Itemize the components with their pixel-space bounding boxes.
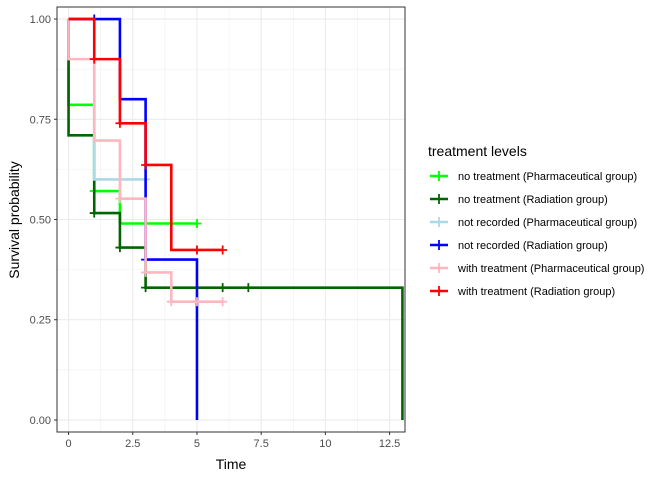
legend-item-0: no treatment (Pharmaceutical group)	[430, 171, 637, 183]
y-tick-label: 0.50	[30, 215, 51, 227]
legend-key	[430, 240, 448, 250]
survival-curve	[67, 19, 404, 420]
censor-mark	[89, 54, 99, 64]
legend-label: not recorded (Pharmaceutical group)	[458, 217, 637, 229]
series-4	[67, 19, 228, 307]
series-layer	[67, 14, 404, 420]
censor-mark	[89, 208, 99, 218]
series-5	[68, 17, 228, 255]
censor-mark	[218, 245, 228, 255]
survival-curve	[68, 17, 199, 420]
x-tick-label: 7.5	[254, 438, 269, 450]
censor-mark	[141, 267, 151, 277]
x-tick-label: 2.5	[125, 438, 140, 450]
censor-mark	[218, 297, 228, 307]
legend-item-1: no treatment (Radiation group)	[430, 194, 608, 206]
legend: treatment levels no treatment (Pharmaceu…	[428, 143, 644, 298]
y-tick-label: 0.25	[30, 315, 51, 327]
censor-mark	[115, 243, 125, 253]
legend-key	[430, 217, 448, 227]
series-1	[67, 19, 404, 420]
legend-label: no treatment (Pharmaceutical group)	[458, 171, 637, 183]
censor-mark	[115, 194, 125, 204]
x-tick-label: 12.5	[379, 438, 400, 450]
legend-item-3: not recorded (Radiation group)	[430, 240, 608, 252]
legend-label: with treatment (Pharmaceutical group)	[457, 263, 644, 275]
legend-label: not recorded (Radiation group)	[458, 240, 608, 252]
legend-title: treatment levels	[428, 143, 527, 159]
survival-curve	[68, 17, 223, 252]
censor-mark	[141, 160, 151, 170]
legend-label: no treatment (Radiation group)	[458, 194, 608, 206]
legend-item-2: not recorded (Pharmaceutical group)	[430, 217, 637, 229]
censor-mark	[192, 297, 202, 307]
grid	[57, 7, 405, 432]
legend-item-5: with treatment (Radiation group)	[430, 286, 615, 298]
censor-mark	[166, 297, 176, 307]
y-tick-label: 0.75	[30, 114, 51, 126]
censor-mark	[192, 245, 202, 255]
legend-item-4: with treatment (Pharmaceutical group)	[430, 263, 644, 275]
censor-mark	[218, 283, 228, 293]
censor-mark	[192, 219, 202, 229]
censor-mark	[243, 283, 253, 293]
y-tick-label: 0.00	[30, 415, 51, 427]
x-axis-title: Time	[216, 456, 247, 472]
legend-key	[430, 286, 448, 296]
censor-mark	[115, 118, 125, 128]
x-tick-label: 5	[194, 438, 200, 450]
axes: 0 2.5 5 7.5 10 12.5 0.00 0.25 0.50 0.75 1.00	[30, 14, 401, 450]
censor-mark	[141, 283, 151, 293]
legend-key	[430, 263, 448, 273]
legend-key	[430, 171, 448, 181]
y-tick-label: 1.00	[30, 14, 51, 26]
legend-key	[430, 194, 448, 204]
x-tick-label: 10	[319, 438, 331, 450]
x-tick-label: 0	[65, 438, 71, 450]
legend-label: with treatment (Radiation group)	[457, 286, 615, 298]
y-axis-title: Survival probability	[6, 161, 22, 279]
